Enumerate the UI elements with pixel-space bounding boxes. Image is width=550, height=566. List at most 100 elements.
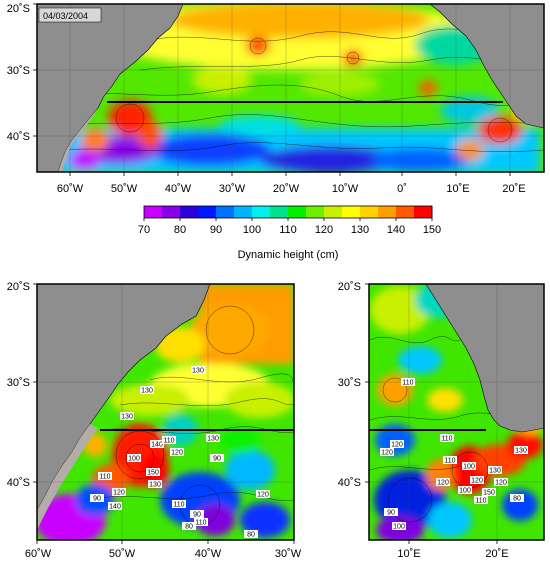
contour-label: 140 — [108, 502, 122, 511]
main-x-tick-labels: 60˚W 50˚W 40˚W 30˚W 20˚W 10˚W 0˚ 10˚E 20… — [57, 183, 526, 195]
contour-label: 130 — [206, 434, 220, 443]
east-tick-marks — [365, 283, 498, 544]
main-x-tick-label: 60˚W — [57, 183, 84, 195]
contour-label-text: 120 — [437, 480, 449, 487]
colorbar-tick-label: 100 — [243, 224, 261, 236]
colorbar-cell — [306, 206, 325, 218]
main-x-tick-label: 20˚W — [273, 183, 300, 195]
contour-label-text: 130 — [515, 448, 527, 455]
main-x-tick-label: 20˚E — [502, 183, 525, 195]
contour-label: 120 — [256, 490, 270, 499]
east-y-tick-label: 30˚S — [338, 377, 361, 389]
contour-label-text: 120 — [391, 442, 403, 449]
contour-label-text: 90 — [193, 512, 201, 519]
main-x-tick-label: 50˚W — [111, 183, 138, 195]
main-y-tick-label: 40˚S — [7, 131, 30, 143]
contour-label: 100 — [127, 454, 141, 463]
colorbar-cell — [234, 206, 253, 218]
contour-label: 110 — [443, 456, 457, 465]
main-y-tick-labels: 20˚S 30˚S 40˚S — [7, 3, 30, 143]
west-y-tick-label: 30˚S — [7, 377, 30, 389]
contour-label-text: 120 — [381, 450, 393, 457]
contour-label: 120 — [436, 478, 450, 487]
main-grid — [37, 4, 544, 172]
east-grid — [369, 284, 544, 540]
contour-label-text: 110 — [444, 458, 455, 465]
contour-label-text: 140 — [109, 504, 121, 511]
contour-label: 80 — [244, 530, 258, 539]
main-y-tick-label: 30˚S — [7, 65, 30, 77]
main-x-tick-label: 30˚W — [219, 183, 246, 195]
colorbar-title: Dynamic height (cm) — [238, 249, 339, 261]
contour-label: 100 — [462, 462, 476, 471]
contour-label: 120 — [112, 488, 126, 497]
east-africa-land — [425, 284, 544, 433]
contour-label: 110 — [474, 496, 488, 505]
east-x-tick-label: 10˚E — [397, 548, 420, 560]
contour-label-text: 140 — [151, 442, 163, 449]
contour-label: 130 — [191, 366, 205, 375]
colorbar-tick-label: 90 — [210, 224, 222, 236]
contour-label: 120 — [470, 476, 484, 485]
east-contour-labels: 110 110 120 120 110 120 100 120 100 130 … — [380, 378, 528, 531]
west-contour-labels: 130 130 130 140 110 130 100 150 130 120 … — [90, 366, 270, 539]
contour-label: 90 — [90, 494, 104, 503]
colorbar-cell — [342, 206, 361, 218]
contour-label: 140 — [150, 440, 164, 449]
contour-label: 80 — [182, 522, 196, 531]
contour-label: 120 — [170, 448, 184, 457]
main-map-frame — [36, 3, 545, 173]
contour-label-text: 120 — [471, 478, 483, 485]
contour-label-text: 110 — [475, 498, 486, 505]
contour-label: 130 — [488, 466, 502, 475]
west-tick-marks — [33, 283, 295, 544]
contour-label-text: 110 — [99, 474, 110, 481]
contour-label-text: 120 — [171, 450, 183, 457]
contour-label: 100 — [458, 486, 472, 495]
colorbar-cell — [198, 206, 217, 218]
contour-label-text: 130 — [489, 468, 501, 475]
east-y-tick-label: 20˚S — [338, 281, 361, 293]
contour-label-text: 100 — [463, 464, 475, 471]
contour-label-text: 80 — [247, 532, 255, 539]
west-x-tick-label: 50˚W — [109, 548, 136, 560]
contour-label-text: 110 — [163, 438, 174, 445]
west-patagonian-shelf — [37, 424, 98, 530]
colorbar-tick-label: 80 — [174, 224, 186, 236]
colorbar-tick-label: 140 — [387, 224, 405, 236]
west-x-tick-label: 30˚W — [275, 548, 302, 560]
colorbar-tick-labels: 70 80 90 100 110 120 130 140 150 — [138, 218, 441, 236]
date-label: 04/03/2004 — [43, 11, 88, 21]
main-x-tick-label: 0˚ — [397, 183, 407, 195]
east-x-tick-labels: 10˚E 20˚E — [397, 548, 508, 560]
colorbar-tick-label: 120 — [315, 224, 333, 236]
contour-label: 130 — [514, 446, 528, 455]
colorbar-cell — [324, 206, 343, 218]
contour-label: 110 — [98, 472, 112, 481]
east-x-tick-label: 20˚E — [485, 548, 508, 560]
west-x-tick-labels: 60˚W 50˚W 40˚W 30˚W — [25, 548, 302, 560]
contour-label: 130 — [120, 412, 134, 421]
east-y-tick-labels: 20˚S 30˚S 40˚S — [338, 281, 361, 489]
contour-label-text: 130 — [141, 388, 153, 395]
contour-label-text: 110 — [441, 436, 452, 443]
contour-label: 90 — [210, 454, 224, 463]
contour-label: 110 — [401, 378, 415, 387]
contour-label-text: 90 — [213, 456, 221, 463]
colorbar-cell — [414, 206, 433, 218]
date-box — [38, 7, 102, 23]
contour-label-text: 150 — [147, 470, 159, 477]
colorbar-cell — [360, 206, 379, 218]
contour-label-text: 80 — [185, 524, 193, 531]
contour-label-text: 130 — [149, 482, 161, 489]
colorbar-tick-label: 110 — [279, 224, 297, 236]
main-tick-marks — [33, 3, 511, 176]
colorbar-cell — [270, 206, 289, 218]
colorbar-tick-label: 70 — [138, 224, 150, 236]
colorbar-cell — [180, 206, 199, 218]
west-map-frame — [36, 283, 295, 541]
contour-label-text: 100 — [393, 524, 405, 531]
contour-label: 110 — [440, 434, 454, 443]
contour-label: 150 — [146, 468, 160, 477]
